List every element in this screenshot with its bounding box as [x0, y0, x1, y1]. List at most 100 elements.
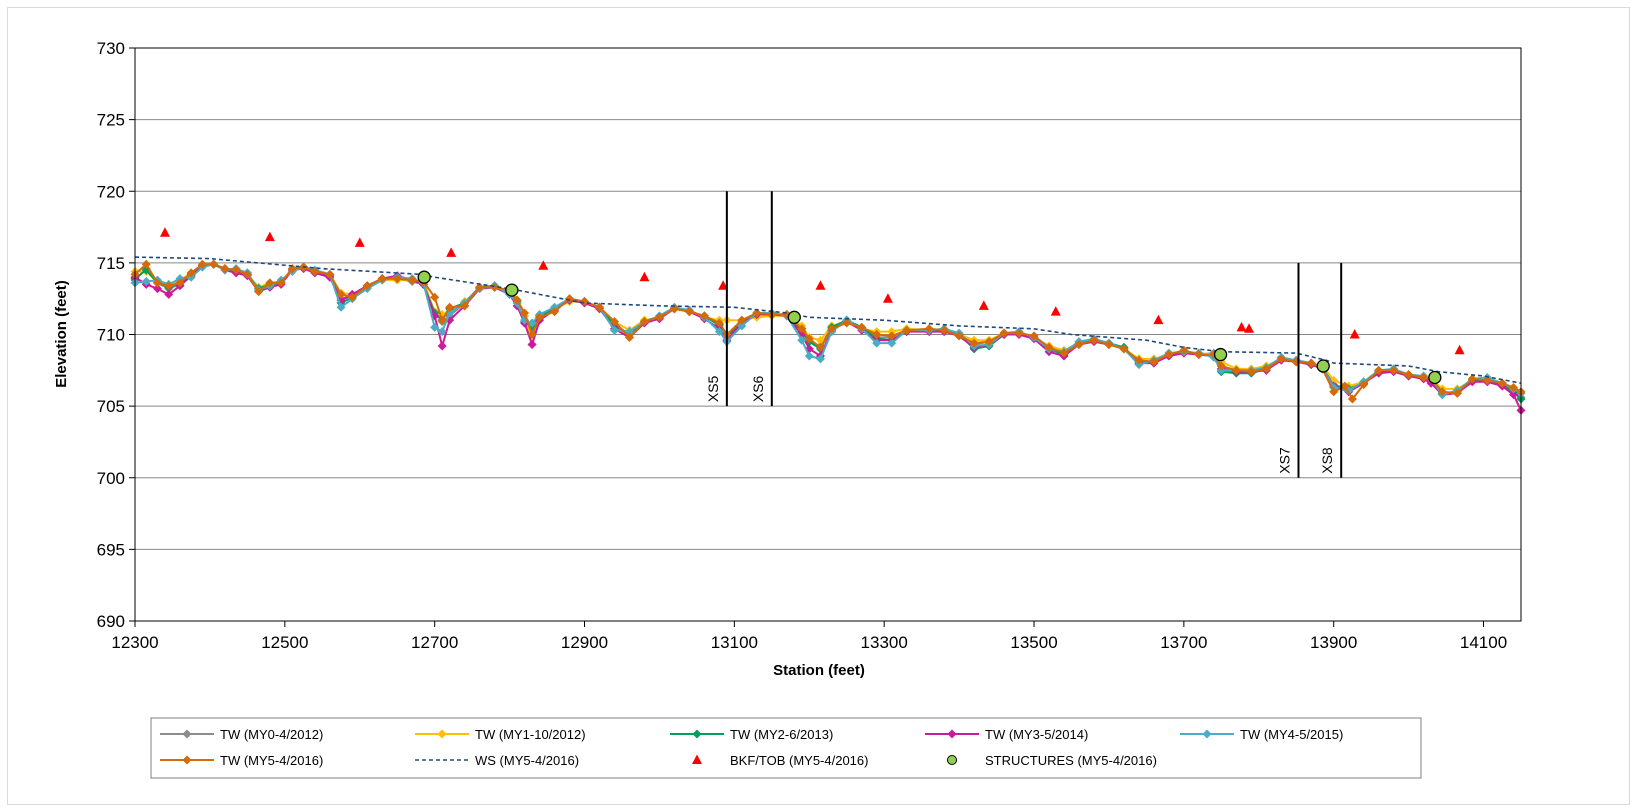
legend-label: TW (MY3-5/2014) [985, 727, 1088, 742]
data-point-tw_my5 [1231, 365, 1241, 375]
data-point-tw_my5 [1306, 358, 1316, 368]
legend-item-tw_my0: TW (MY0-4/2012) [160, 727, 323, 742]
x-tick-label: 13100 [711, 633, 758, 652]
legend-label: TW (MY5-4/2016) [220, 753, 323, 768]
data-point-tw_my5 [969, 338, 979, 348]
data-point-tw_my5 [1374, 365, 1384, 375]
x-tick-label: 12300 [111, 633, 158, 652]
data-point-tw_my5 [565, 294, 575, 304]
x-axis-title: Station (feet) [773, 662, 865, 679]
data-point-tw_my5 [1089, 335, 1099, 345]
data-point-tw_my5 [1452, 388, 1462, 398]
data-point-tw_my5 [1029, 331, 1039, 341]
data-point-tw_my5 [1437, 387, 1447, 397]
x-tick-label: 14100 [1460, 633, 1507, 652]
data-point-tw_my5 [197, 259, 207, 269]
series-line-tw_my3 [134, 263, 1522, 411]
legend-swatch-marker [182, 755, 192, 765]
data-point-tw_my5 [1074, 340, 1084, 350]
legend-item-tw_my2: TW (MY2-6/2013) [670, 727, 833, 742]
data-point-tw_my5 [1276, 354, 1286, 364]
y-tick-label: 700 [97, 469, 125, 488]
legend-swatch-marker [182, 729, 192, 739]
y-tick-label: 720 [97, 182, 125, 201]
cross-section-label: XS5 [705, 375, 721, 402]
data-point-tw_my5 [490, 282, 500, 292]
data-point-tw_my5 [445, 302, 455, 312]
data-point-tw_my5 [1404, 370, 1414, 380]
data-point-tw_my5 [336, 289, 346, 299]
series-structures [417, 270, 1442, 385]
data-point-tw_my5 [1216, 361, 1226, 371]
series-layer [130, 227, 1526, 415]
x-tick-label: 13500 [1010, 633, 1057, 652]
data-point-tw_my4 [887, 338, 897, 348]
data-point-tw_my5 [1134, 355, 1144, 365]
data-point-tw_my5 [1179, 345, 1189, 355]
data-point-tw_my4 [816, 354, 826, 364]
data-point-tw_my5 [737, 315, 747, 325]
legend-swatch-marker [437, 729, 447, 739]
data-point-tw_my5 [1509, 383, 1519, 393]
data-point-tw_my5 [152, 278, 162, 288]
x-tick-label: 12900 [561, 633, 608, 652]
bkf-marker [159, 227, 170, 237]
bkf-marker [446, 247, 457, 257]
x-tick-label: 12500 [261, 633, 308, 652]
data-point-tw_my5 [872, 330, 882, 339]
axes: 690 695 700 705 710 715 720 725 730 12300 12500 127… [97, 39, 1522, 652]
y-tick-label: 725 [97, 111, 125, 130]
legend-swatch-marker [692, 754, 702, 764]
data-point-tw_my5 [624, 332, 634, 342]
bkf-marker [1236, 321, 1247, 332]
data-point-tw_my5 [527, 330, 537, 339]
data-point-tw_my5 [242, 269, 252, 279]
bkf-marker [264, 231, 275, 242]
data-point-tw_my5 [475, 282, 485, 292]
data-point-tw_my5 [1104, 340, 1114, 350]
y-tick-label: 695 [97, 540, 125, 559]
data-point-tw_my5 [857, 322, 867, 332]
data-point-tw_my4 [872, 338, 882, 348]
data-point-tw_my5 [347, 292, 357, 302]
bkf-marker [718, 280, 729, 290]
legend-box [150, 717, 1422, 779]
data-point-tw_my5 [1359, 380, 1369, 390]
data-point-tw_my3 [527, 340, 537, 350]
legend-label: STRUCTURES (MY5-4/2016) [985, 753, 1157, 768]
data-point-tw_my5 [276, 278, 286, 288]
data-point-tw_my5 [164, 281, 174, 291]
data-point-tw_my5 [939, 325, 949, 335]
data-point-tw_my4 [714, 327, 724, 337]
data-point-tw_my5 [924, 324, 934, 334]
data-point-tw_my5 [654, 312, 664, 322]
data-point-tw_my5 [362, 281, 372, 291]
data-point-tw_my4 [437, 327, 447, 337]
data-point-tw_my5 [984, 337, 994, 347]
y-tick-label: 705 [97, 397, 125, 416]
legend-swatch-marker [1202, 729, 1212, 739]
data-point-tw_my5 [392, 274, 402, 284]
legend-item-bkf: BKF/TOB (MY5-4/2016) [692, 753, 868, 768]
structure-marker [505, 283, 519, 297]
legend-swatch-marker [947, 755, 957, 765]
chart-area: XS5 XS6 XS7 XS8 690 695 700 705 710 715 720 725 730… [7, 7, 1630, 805]
data-point-tw_my4 [141, 276, 151, 286]
data-point-tw_my5 [430, 292, 440, 302]
x-tick-label: 13300 [861, 633, 908, 652]
data-point-tw_my5 [639, 317, 649, 327]
data-point-tw_my5 [714, 318, 724, 328]
data-point-tw_my5 [902, 325, 912, 335]
data-point-tw_my5 [1119, 344, 1129, 354]
data-point-tw_my5 [407, 275, 417, 285]
data-point-tw_my3 [164, 289, 174, 299]
legend-item-structures: STRUCTURES (MY5-4/2016) [947, 753, 1157, 768]
y-tick-label: 710 [97, 326, 125, 345]
data-point-tw_my5 [684, 307, 694, 317]
data-point-tw_my5 [609, 317, 619, 327]
legend-item-tw_my1: TW (MY1-10/2012) [415, 727, 586, 742]
data-point-tw_my4 [336, 302, 346, 312]
legend-item-tw_my4: TW (MY4-5/2015) [1180, 727, 1343, 742]
data-point-tw_my5 [887, 331, 897, 341]
data-point-tw_my5 [1044, 342, 1054, 352]
